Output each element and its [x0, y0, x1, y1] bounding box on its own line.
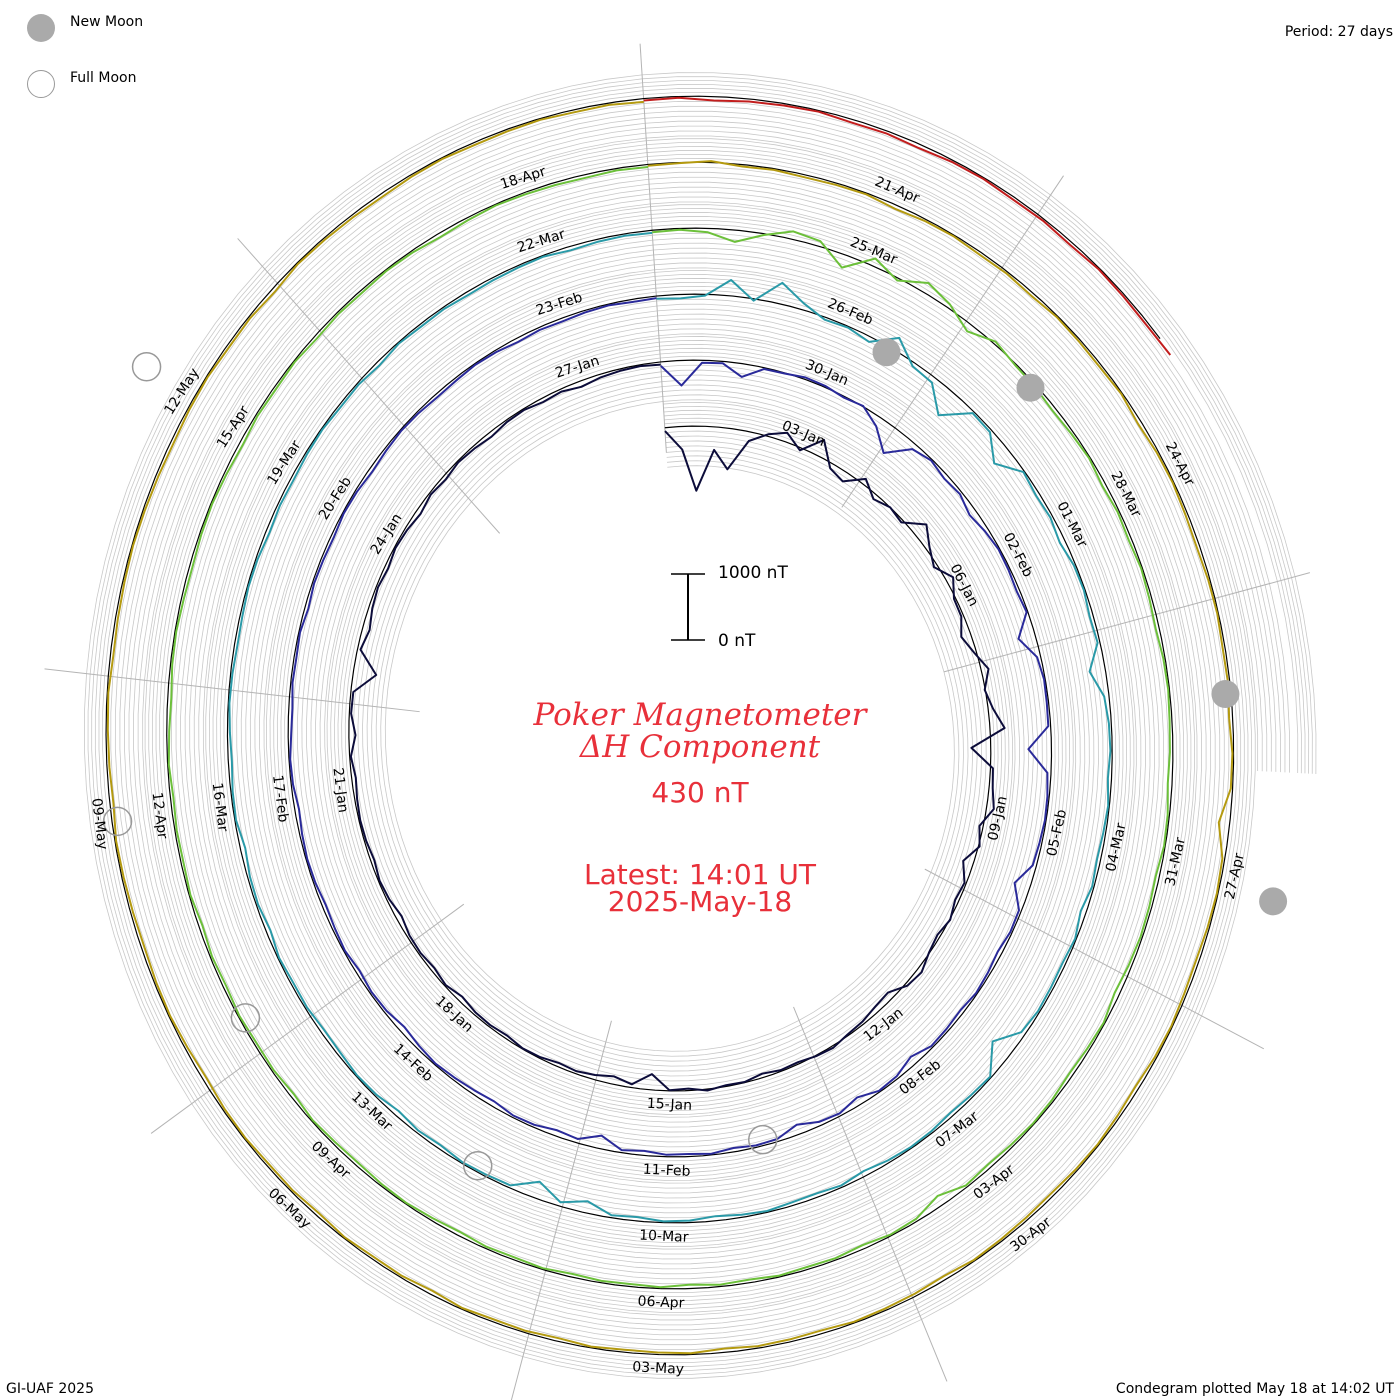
grid-ring	[114, 105, 1286, 1346]
series-line-rotation-5	[106, 100, 1234, 1355]
date-label: 03-May	[632, 1359, 685, 1377]
series-line-rotation-1	[349, 363, 1006, 1092]
new-moon-marker	[1259, 887, 1288, 916]
baseline-spiral	[105, 95, 1235, 1356]
grid-ring	[98, 88, 1302, 1363]
date-label: 26-Feb	[825, 296, 875, 329]
date-label: 12-Apr	[149, 791, 171, 840]
chart-subtitle: ΔH Component	[579, 729, 821, 765]
day-spoke	[841, 175, 1064, 508]
full-moon-marker	[102, 806, 133, 837]
grid-ring	[133, 125, 1268, 1326]
full-moon-marker	[230, 1003, 261, 1033]
day-spokes	[44, 43, 1311, 1400]
day-spoke	[639, 43, 667, 453]
baseline-spiral-line	[105, 95, 1235, 1356]
grid-ring	[128, 120, 1272, 1331]
date-label: 21-Jan	[329, 767, 351, 814]
date-label: 06-May	[265, 1185, 314, 1232]
date-label: 15-Jan	[646, 1096, 692, 1114]
day-spoke	[237, 238, 501, 534]
day-spoke	[943, 572, 1311, 673]
day-spoke	[793, 1006, 948, 1382]
plotted-note: Condegram plotted May 18 at 14:02 UT	[1115, 1381, 1394, 1397]
day-spoke	[44, 668, 420, 713]
day-spoke	[510, 1020, 612, 1400]
date-label: 09-May	[88, 797, 110, 850]
grid-ring	[94, 84, 1306, 1367]
new-moon-legend-label: New Moon	[70, 14, 144, 30]
grid-ring	[124, 115, 1277, 1336]
new-moon-marker	[1016, 373, 1045, 402]
current-value: 430 nT	[651, 776, 749, 809]
grid-ring	[87, 76, 1313, 1375]
full-moon-legend-icon	[27, 70, 55, 98]
chart-title: Poker Magnetometer	[533, 697, 867, 733]
moon-markers	[102, 338, 1288, 1181]
day-spoke	[150, 903, 465, 1134]
grid-ring	[83, 72, 1317, 1379]
grid-ring	[142, 135, 1259, 1316]
latest-time: Latest: 14:01 UT	[583, 858, 817, 891]
date-label: 09-Apr	[308, 1138, 353, 1182]
day-spoke	[924, 868, 1265, 1050]
date-label: 16-Mar	[209, 782, 231, 833]
grid-rings	[83, 72, 1317, 1379]
data-series	[106, 96, 1234, 1355]
date-label: 06-Apr	[637, 1294, 685, 1312]
credit-label: GI-UAF 2025	[6, 1381, 94, 1397]
full-moon-marker	[131, 352, 162, 382]
full-moon-marker	[748, 1124, 778, 1155]
date-label: 08-Feb	[897, 1057, 945, 1099]
date-label: 30-Apr	[1007, 1214, 1054, 1255]
series-line-rotation-3	[228, 231, 1112, 1223]
grid-ring	[137, 130, 1263, 1321]
new-moon-marker	[872, 338, 901, 367]
full-moon-legend-label: Full Moon	[70, 70, 137, 86]
series-line-rotation-2	[289, 297, 1050, 1156]
scale-top-label: 1000 nT	[718, 563, 788, 583]
series-line-rotation-6	[643, 96, 1172, 356]
scale-bar	[671, 573, 705, 641]
grid-ring	[102, 92, 1299, 1359]
scale-bottom-label: 0 nT	[718, 631, 756, 651]
date-label: 10-Mar	[639, 1228, 689, 1246]
date-label: 14-Feb	[390, 1041, 436, 1085]
date-label: 11-Feb	[642, 1162, 690, 1180]
new-moon-marker	[1211, 680, 1240, 709]
new-moon-legend-icon	[27, 14, 55, 42]
grid-ring	[119, 110, 1281, 1341]
full-moon-marker	[462, 1150, 493, 1181]
latest-date: 2025-May-18	[607, 885, 793, 918]
series-line-rotation-4	[167, 166, 1171, 1289]
date-label: 17-Feb	[269, 774, 291, 823]
period-label: Period: 27 days	[1284, 24, 1393, 40]
date-label: 06-Jan	[946, 562, 981, 610]
grid-ring	[91, 80, 1310, 1371]
grid-ring	[110, 100, 1290, 1351]
